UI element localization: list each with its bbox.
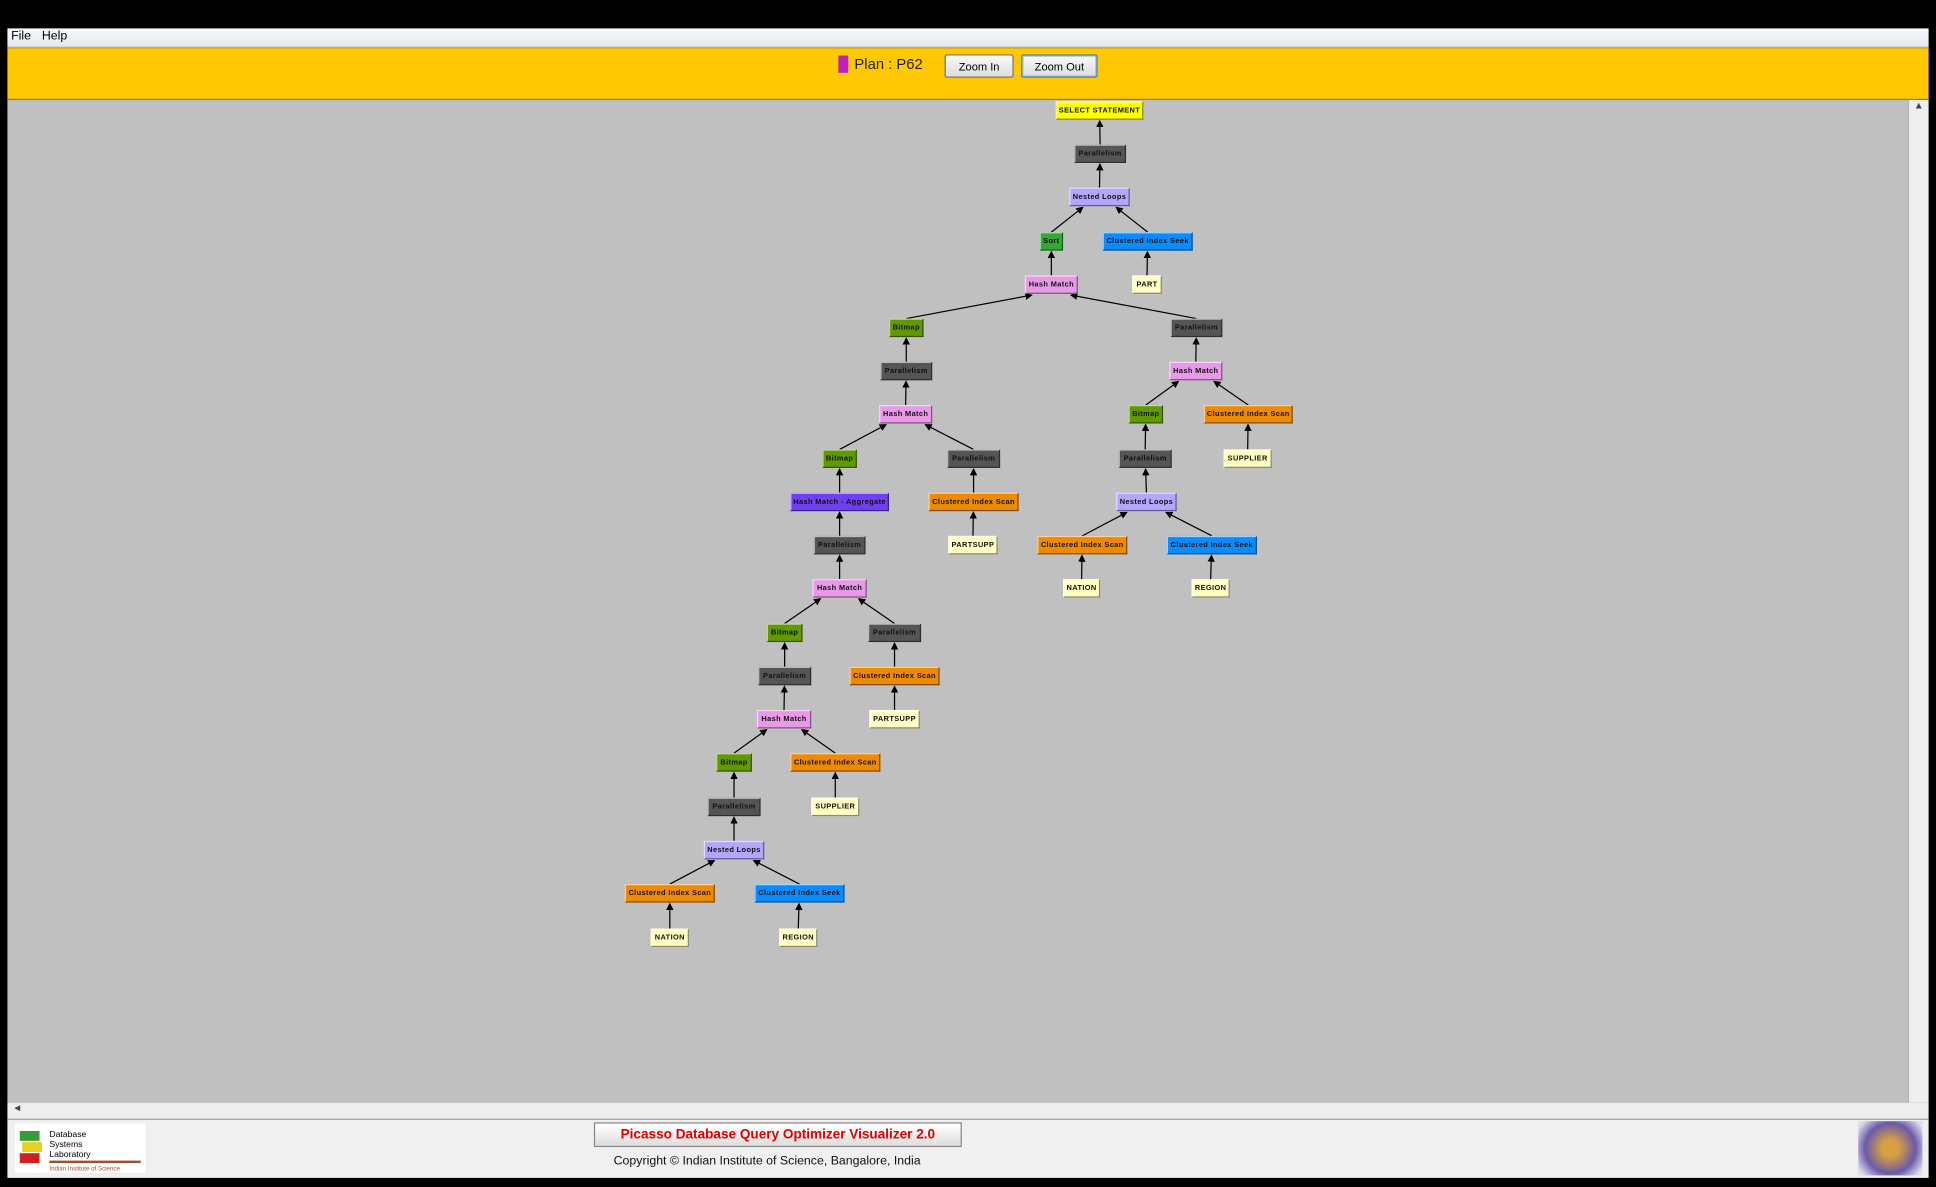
menu-help[interactable]: Help: [38, 28, 71, 44]
plan-node-clustered-index-seek[interactable]: Clustered Index Seek: [1103, 232, 1193, 251]
plan-node-supplier[interactable]: SUPPLIER: [1224, 449, 1272, 468]
svg-text:Laboratory: Laboratory: [49, 1149, 91, 1159]
plan-node-part[interactable]: PART: [1132, 275, 1162, 294]
plan-node-parallelism[interactable]: Parallelism: [947, 449, 1000, 468]
plan-node-bitmap[interactable]: Bitmap: [716, 753, 752, 772]
plan-edge-arrow: [1214, 382, 1248, 405]
plan-node-hash-match[interactable]: Hash Match: [757, 710, 811, 729]
plan-node-select-statement[interactable]: SELECT STATEMENT: [1056, 101, 1144, 120]
plan-node-clustered-index-scan[interactable]: Clustered Index Scan: [928, 493, 1018, 512]
plan-node-nation[interactable]: NATION: [1063, 579, 1100, 598]
plan-edge-arrow: [1082, 512, 1126, 535]
plan-node-parallelism[interactable]: Parallelism: [707, 798, 760, 817]
zoom-in-button[interactable]: Zoom In: [945, 54, 1014, 77]
plan-node-clustered-index-scan[interactable]: Clustered Index Scan: [1204, 405, 1293, 424]
plan-node-bitmap[interactable]: Bitmap: [889, 319, 924, 338]
plan-edge-arrow: [840, 425, 886, 450]
plan-node-hash-match-aggregate[interactable]: Hash Match - Aggregate: [790, 493, 889, 512]
plan-node-nested-loops[interactable]: Nested Loops: [704, 841, 765, 860]
plan-node-bitmap[interactable]: Bitmap: [1129, 405, 1164, 424]
plan-node-supplier[interactable]: SUPPLIER: [811, 798, 859, 817]
horizontal-scrollbar[interactable]: ◄: [7, 1103, 1928, 1120]
plan-edge-arrow: [1146, 382, 1179, 405]
zoom-out-button[interactable]: Zoom Out: [1021, 54, 1098, 77]
plan-edge-arrow: [802, 730, 835, 753]
plan-node-hash-match[interactable]: Hash Match: [1169, 362, 1222, 381]
dsl-logo: Database Systems Laboratory Indian Insti…: [15, 1124, 146, 1173]
plan-label: Plan : P62: [854, 56, 922, 73]
plan-node-hash-match[interactable]: Hash Match: [879, 405, 932, 424]
plan-node-parallelism[interactable]: Parallelism: [868, 624, 921, 643]
plan-node-partsupp[interactable]: PARTSUPP: [948, 536, 997, 555]
svg-text:Indian Institute of Science: Indian Institute of Science: [49, 1165, 120, 1172]
plan-edge-arrow: [1166, 512, 1212, 535]
scroll-up-arrow-icon[interactable]: ▲: [1914, 100, 1924, 111]
plan-node-nation[interactable]: NATION: [651, 928, 689, 947]
plan-node-clustered-index-scan[interactable]: Clustered Index Scan: [849, 667, 939, 686]
footer: Database Systems Laboratory Indian Insti…: [7, 1120, 1928, 1178]
plan-edge-arrow: [906, 295, 1031, 318]
plan-node-bitmap[interactable]: Bitmap: [822, 449, 857, 468]
plan-node-clustered-index-scan[interactable]: Clustered Index Scan: [625, 884, 715, 903]
plan-edge-arrow: [1146, 469, 1147, 492]
toolbar: Plan : P62 Zoom In Zoom Out: [7, 48, 1928, 100]
plan-edge-arrow: [670, 861, 714, 884]
plan-node-clustered-index-scan[interactable]: Clustered Index Scan: [1037, 536, 1127, 555]
menu-file[interactable]: File: [7, 28, 34, 44]
plan-edge-arrow: [1116, 207, 1147, 232]
plan-node-clustered-index-seek[interactable]: Clustered Index Seek: [1167, 536, 1257, 555]
scroll-left-arrow-icon[interactable]: ◄: [12, 1103, 22, 1114]
plan-node-partsupp[interactable]: PARTSUPP: [869, 710, 920, 729]
plan-edge-arrow: [1071, 295, 1196, 318]
plan-node-parallelism[interactable]: Parallelism: [758, 667, 811, 686]
plan-node-region[interactable]: REGION: [1191, 579, 1229, 598]
plan-node-parallelism[interactable]: Parallelism: [1170, 319, 1222, 338]
plan-node-clustered-index-scan[interactable]: Clustered Index Scan: [790, 753, 880, 772]
plan-node-clustered-index-seek[interactable]: Clustered Index Seek: [754, 884, 844, 903]
plan-edge-arrow: [859, 599, 895, 624]
plan-node-hash-match[interactable]: Hash Match: [1025, 275, 1078, 294]
plan-node-bitmap[interactable]: Bitmap: [767, 624, 803, 643]
plan-tree-canvas: SELECT STATEMENT Parallelism Nested Loops S…: [7, 100, 1908, 1103]
plan-edge-arrow: [798, 904, 799, 929]
plan-node-region[interactable]: REGION: [779, 928, 817, 947]
plan-node-parallelism[interactable]: Parallelism: [1119, 449, 1172, 468]
plan-edge-arrow: [1051, 207, 1082, 232]
svg-text:Systems: Systems: [49, 1139, 82, 1149]
plan-edge-arrow: [925, 425, 973, 450]
svg-text:Database: Database: [49, 1129, 86, 1139]
plan-node-nested-loops[interactable]: Nested Loops: [1069, 188, 1130, 207]
plan-node-parallelism[interactable]: Parallelism: [1074, 144, 1126, 163]
plan-node-hash-match[interactable]: Hash Match: [812, 579, 866, 598]
menu-bar: File Help: [7, 28, 1928, 48]
plan-edge-arrow: [785, 599, 821, 624]
plan-edge-arrow: [1211, 556, 1212, 579]
plan-node-sort[interactable]: Sort: [1040, 232, 1063, 251]
plan-edge-arrow: [754, 861, 800, 884]
iisc-emblem-icon: [1858, 1121, 1922, 1175]
vertical-scrollbar[interactable]: ▲: [1909, 100, 1929, 1103]
plan-node-parallelism[interactable]: Parallelism: [814, 536, 866, 555]
plan-node-nested-loops[interactable]: Nested Loops: [1116, 493, 1177, 512]
plan-edges: [7, 100, 1908, 1103]
plan-node-parallelism[interactable]: Parallelism: [880, 362, 932, 381]
plan-color-swatch: [838, 56, 848, 73]
app-title-button[interactable]: Picasso Database Query Optimizer Visuali…: [594, 1122, 962, 1147]
copyright-text: Copyright © Indian Institute of Science,…: [614, 1154, 921, 1168]
plan-edge-arrow: [734, 730, 767, 753]
